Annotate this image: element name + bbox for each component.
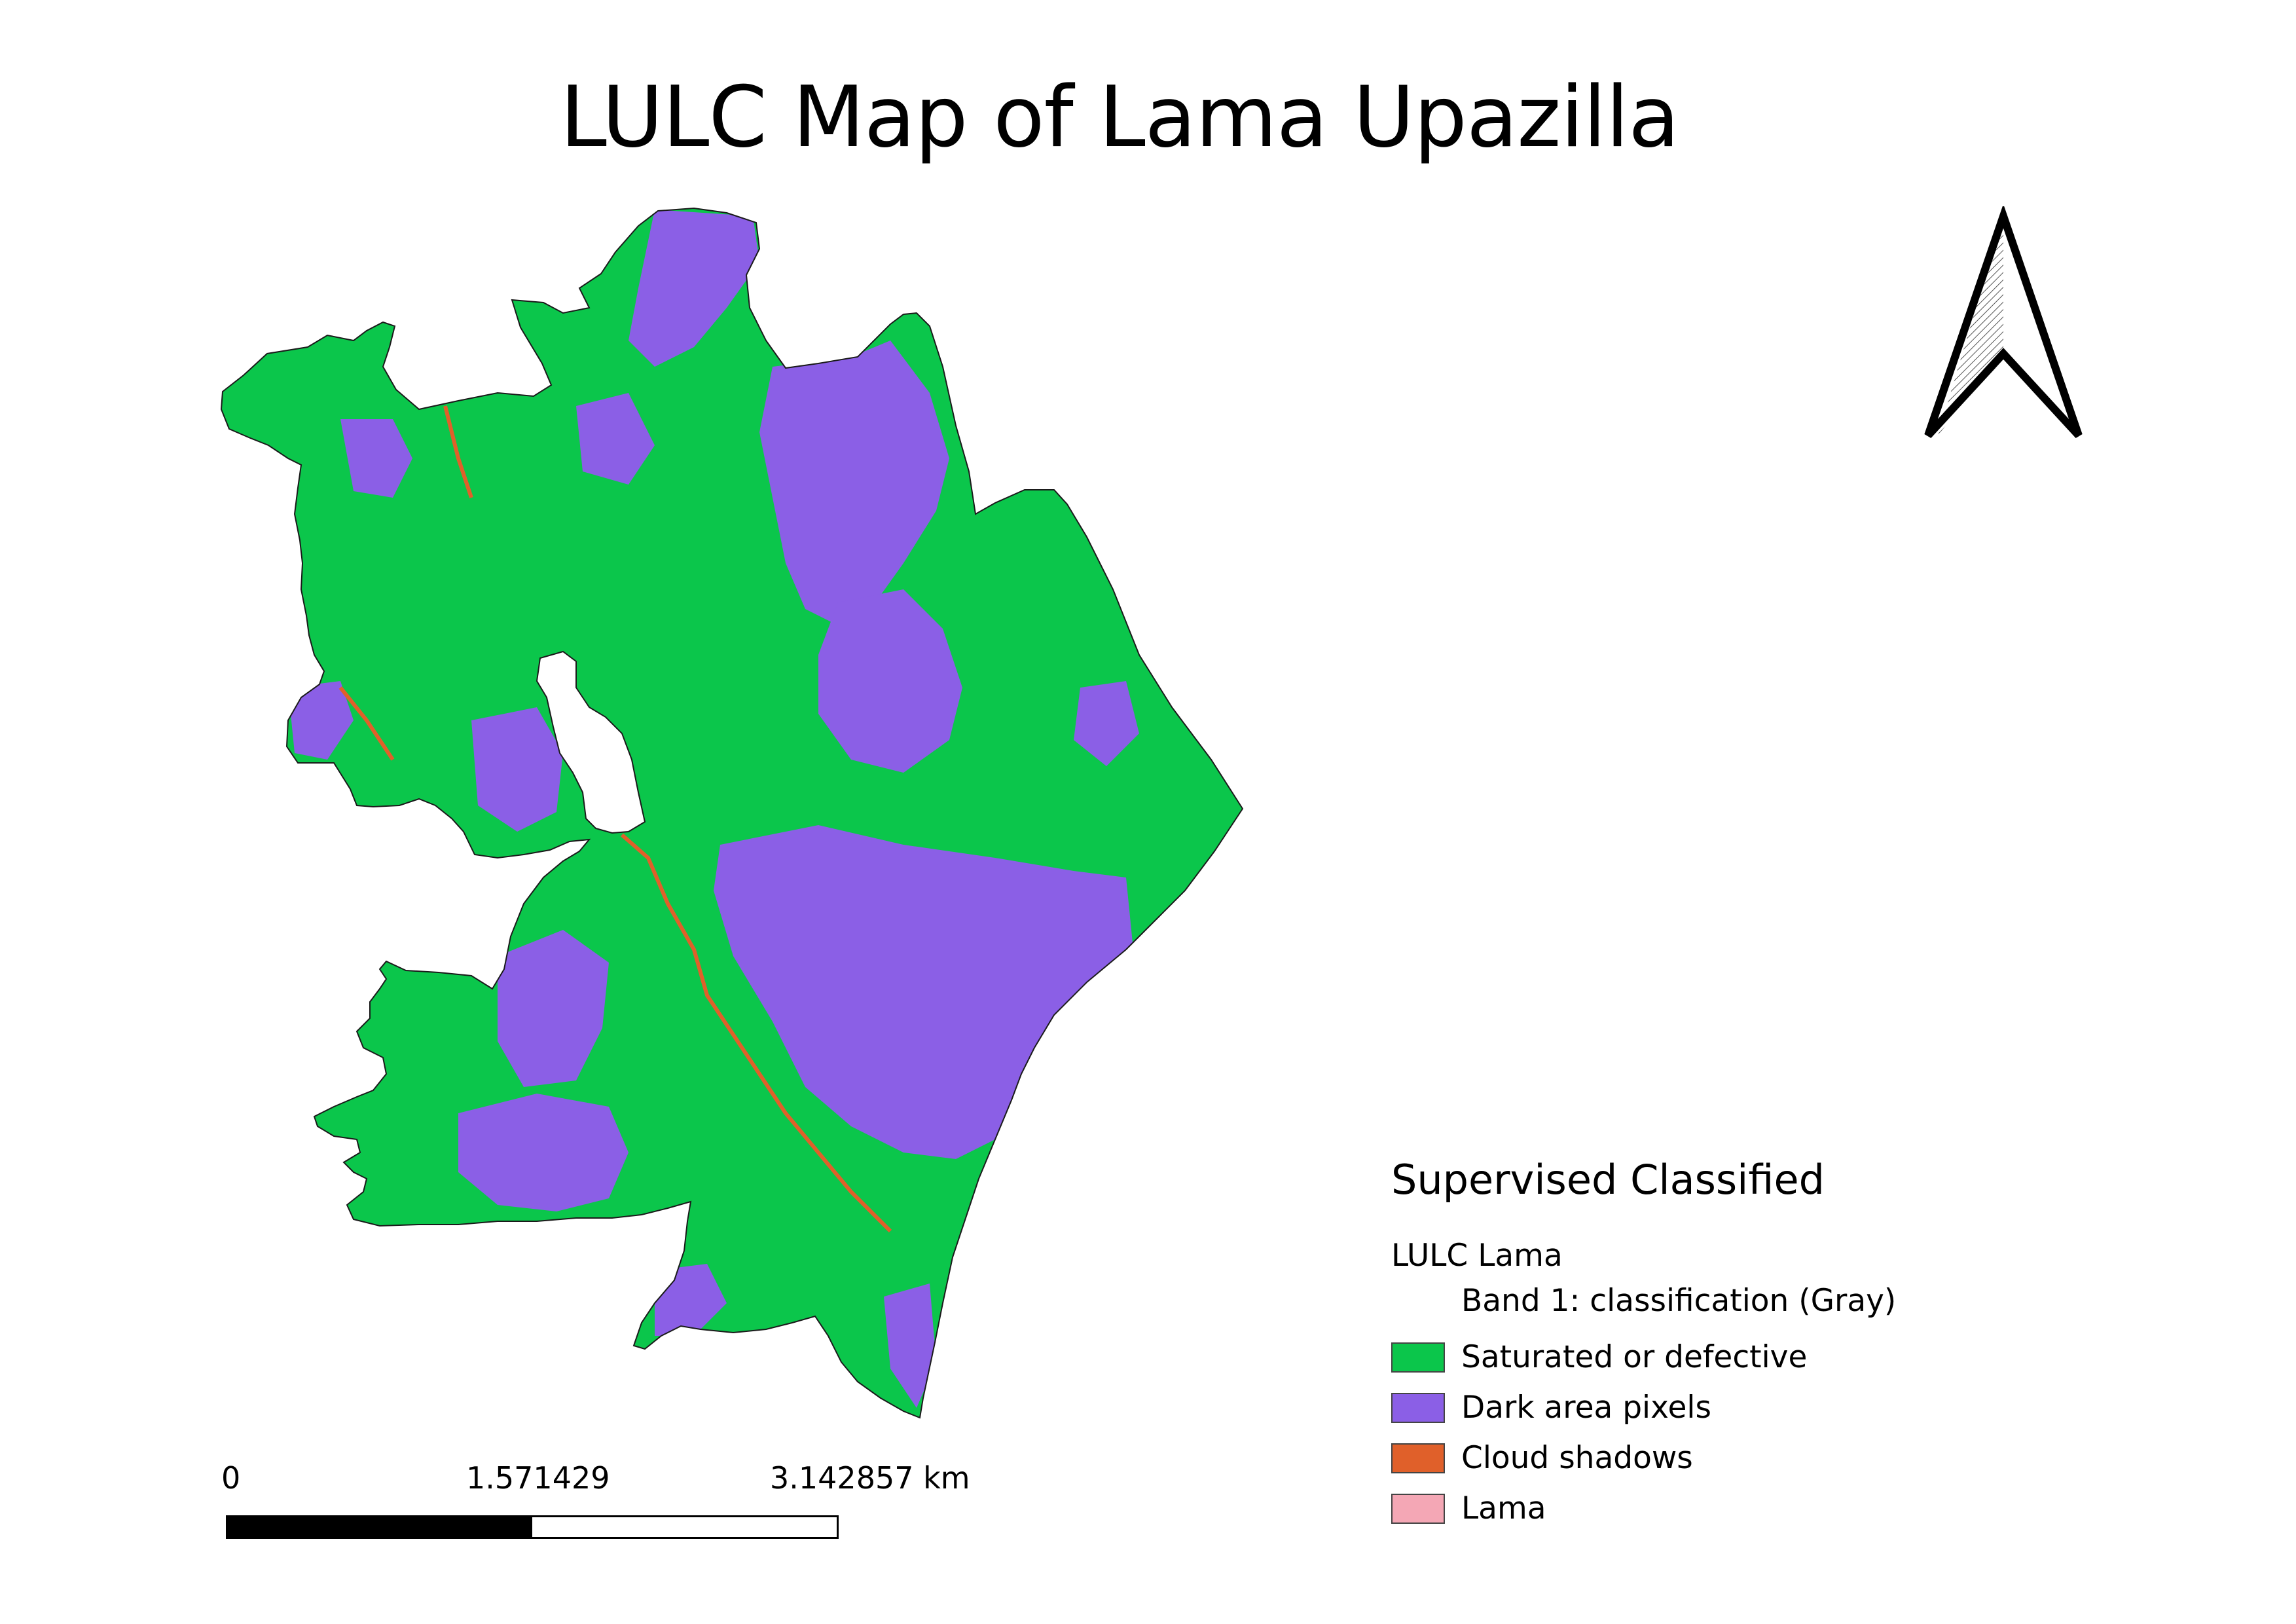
legend-item-saturated: Saturated or defective (1391, 1332, 2046, 1382)
legend-title: Supervised Classified (1391, 1156, 1825, 1204)
cloud-shadow-streak-1 (621, 833, 892, 1233)
map-title: LULC Map of Lama Upazilla (560, 69, 1679, 166)
scale-label-mid: 1.571429 (466, 1460, 610, 1496)
dark-area-patch-northeast (759, 341, 949, 629)
legend-item-lama: Lama (1391, 1483, 2046, 1534)
scale-bar-graphic (226, 1515, 839, 1539)
dark-area-patch-south-tip (884, 1283, 936, 1408)
scale-label-0: 0 (221, 1460, 241, 1496)
legend-swatch-lama (1391, 1493, 1445, 1524)
scale-label-end: 3.142857 km (770, 1460, 970, 1496)
legend-layer-name: LULC Lama (1391, 1238, 1563, 1274)
dark-area-patch-west-lower (498, 930, 609, 1087)
cloud-shadow-streaks (338, 405, 892, 1233)
inland-water-body (536, 650, 646, 834)
dark-area-patch-west (288, 681, 354, 760)
saturated-area (221, 208, 1243, 1418)
north-arrow-icon (1924, 206, 2083, 439)
legend-label-saturated: Saturated or defective (1461, 1339, 1808, 1375)
dark-area-patch-central (818, 589, 962, 773)
dark-area-patch-east (1074, 681, 1139, 766)
legend-band-label: Band 1: classification (Gray) (1461, 1283, 1897, 1319)
scale-bar: 0 1.571429 3.142857 km (221, 1460, 970, 1552)
dark-area-patch-west-mid (471, 707, 563, 832)
legend-label-cloud-shadows: Cloud shadows (1461, 1440, 1693, 1476)
dark-area-patch-north (629, 210, 759, 367)
dark-area-patch-center-west (576, 393, 655, 485)
map-classification (221, 208, 1243, 1418)
legend-item-cloud-shadows: Cloud shadows (1391, 1433, 2046, 1483)
legend-swatch-cloud-shadows (1391, 1443, 1445, 1473)
legend: Supervised Classified LULC Lama Band 1: … (1391, 1156, 2046, 1534)
north-arrow-outline (1924, 206, 2083, 439)
legend-swatch-dark-area (1391, 1392, 1445, 1423)
dark-area-patch-northwest (340, 419, 412, 498)
dark-area-patch-southwest (458, 1094, 629, 1211)
cloud-shadow-streak-2 (338, 686, 395, 761)
cloud-shadow-streak-3 (443, 405, 473, 498)
scale-bar-black-segment (228, 1517, 532, 1537)
legend-label-lama: Lama (1461, 1490, 1546, 1526)
legend-swatch-saturated (1391, 1342, 1445, 1373)
legend-label-dark-area: Dark area pixels (1461, 1390, 1711, 1426)
legend-item-dark-area: Dark area pixels (1391, 1382, 2046, 1433)
